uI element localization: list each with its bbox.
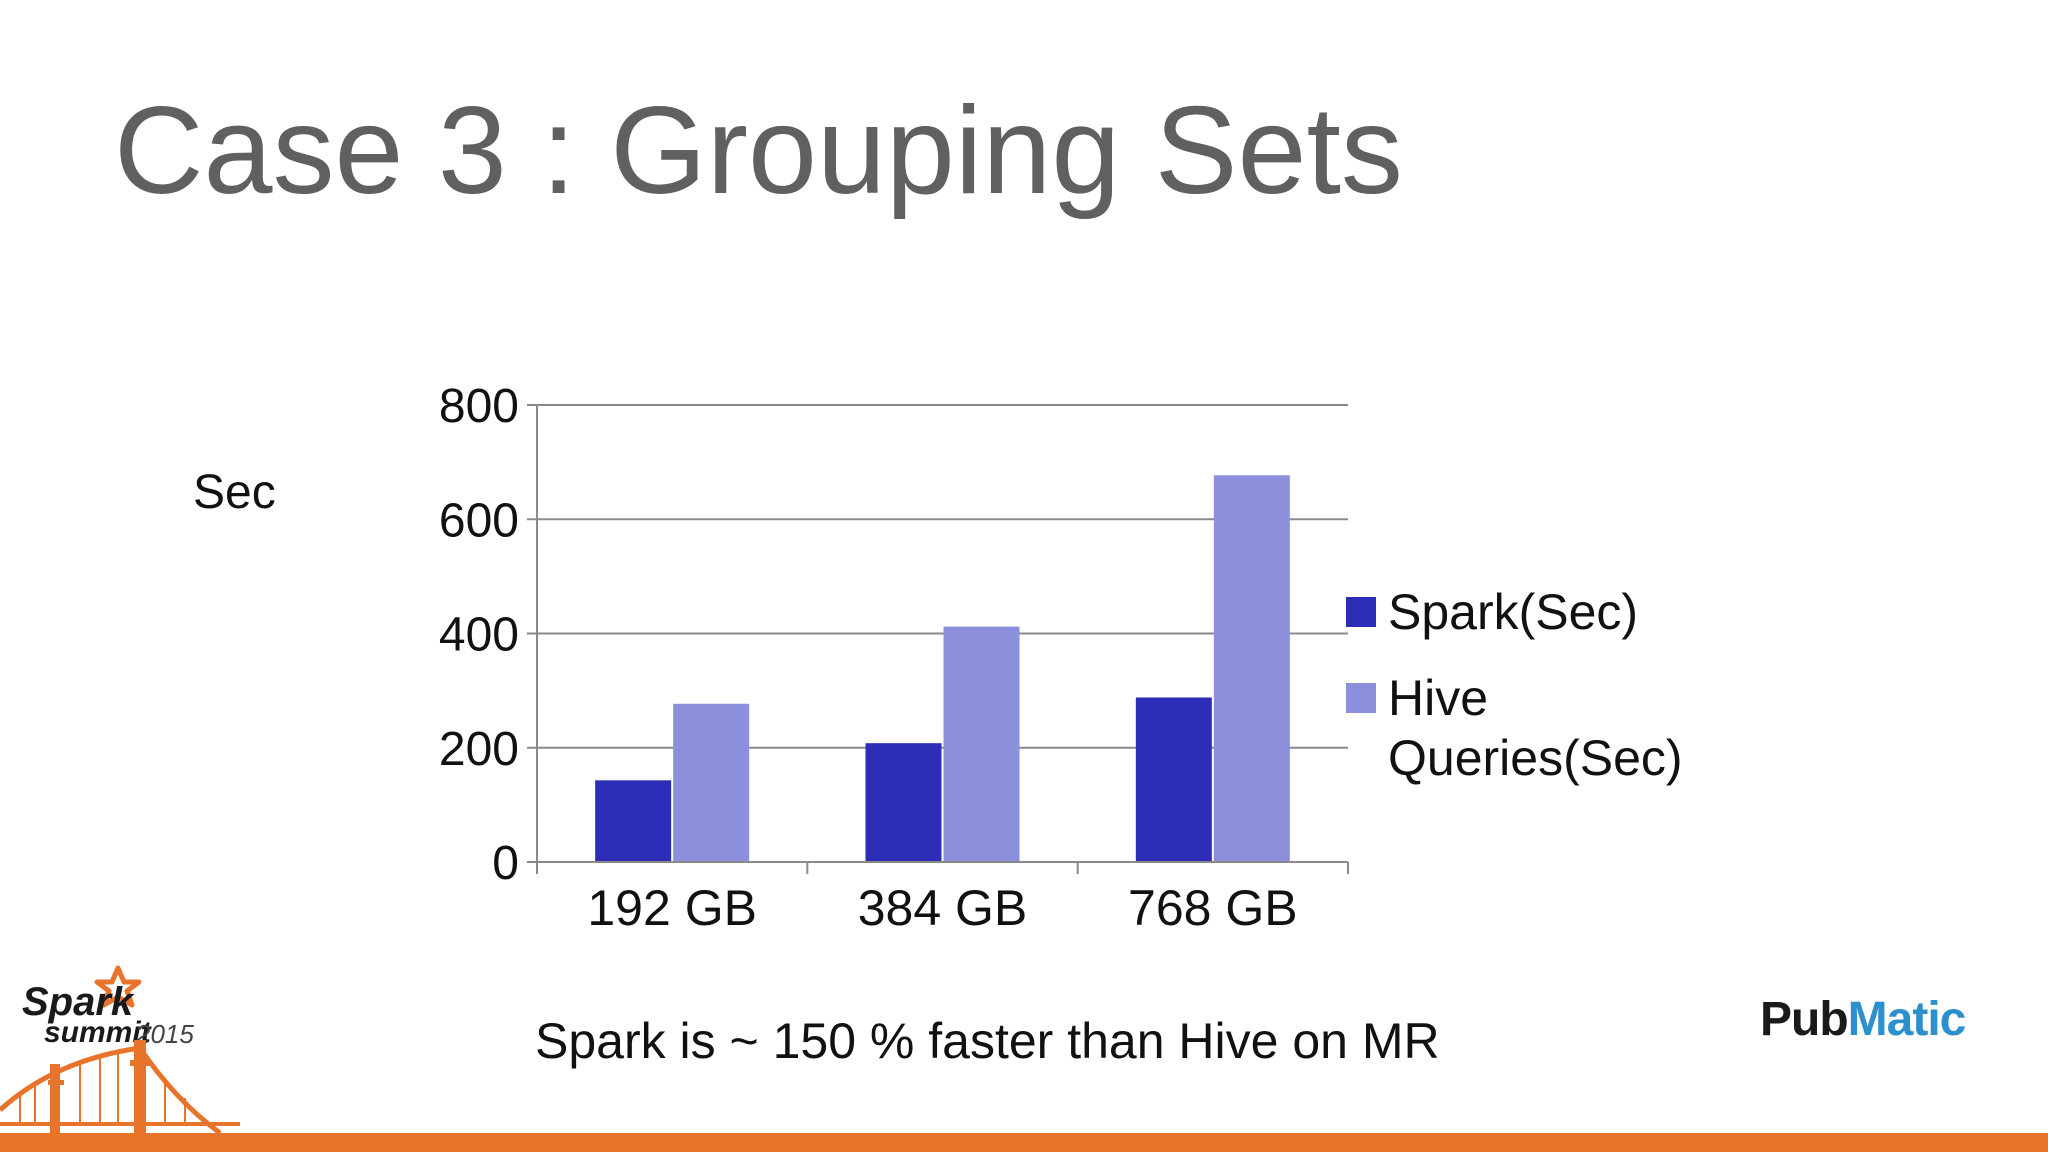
bar — [1213, 475, 1290, 862]
bar — [865, 743, 942, 862]
y-tick-label: 800 — [439, 380, 519, 433]
y-tick-label: 0 — [492, 837, 519, 890]
legend-swatch — [1346, 597, 1376, 627]
slide-caption: Spark is ~ 150 % faster than Hive on MR — [535, 1013, 1440, 1069]
slide-title: Case 3 : Grouping Sets — [114, 82, 1403, 220]
legend-label: Spark(Sec) — [1388, 584, 1638, 640]
bar — [595, 780, 672, 862]
legend-swatch — [1346, 683, 1376, 713]
pubmatic-logo: PubMatic — [1760, 992, 1967, 1047]
axes — [536, 405, 1349, 874]
bottom-accent-bar — [0, 1133, 2048, 1152]
y-axis-label: Sec — [193, 466, 276, 519]
bars — [595, 475, 1290, 862]
pubmatic-logo-pub: Pub — [1760, 993, 1849, 1046]
y-tick-label: 400 — [439, 609, 519, 662]
bar — [673, 703, 750, 862]
bridge-icon — [0, 1040, 240, 1133]
bar — [1135, 697, 1212, 862]
legend: Spark(Sec) Hive Queries(Sec) — [1346, 584, 1683, 786]
pubmatic-logo-matic: Matic — [1847, 993, 1967, 1046]
spark-logo-text: Spark — [22, 980, 134, 1024]
x-tick-label: 384 GB — [858, 880, 1028, 936]
bar — [943, 626, 1020, 862]
bar-chart: 0 200 400 600 800 192 GB 384 GB 768 GB Spark(S… — [439, 380, 1683, 936]
y-tick-labels: 0 200 400 600 800 — [439, 380, 519, 890]
x-tick-label: 192 GB — [587, 880, 757, 936]
x-tick-label: 768 GB — [1128, 880, 1298, 936]
y-tick-label: 600 — [439, 494, 519, 547]
gridlines — [527, 404, 1348, 863]
legend-label: Hive Queries(Sec) — [1388, 670, 1683, 786]
summit-logo-text: summit — [44, 1016, 151, 1049]
spark-star-icon — [94, 965, 142, 1008]
y-tick-label: 200 — [439, 723, 519, 776]
x-tick-labels: 192 GB 384 GB 768 GB — [587, 880, 1297, 936]
